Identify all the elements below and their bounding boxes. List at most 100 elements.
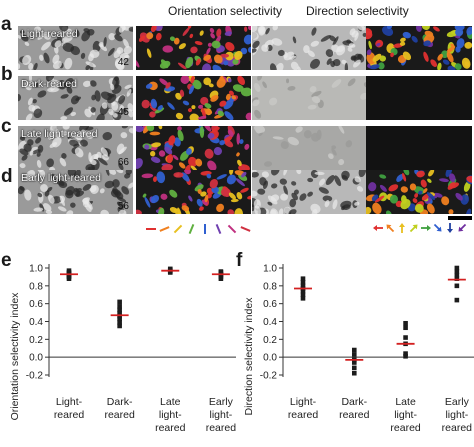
direction-index-chart: -0.2 0.0 0.2 0.4 0.6 0.8 1.0 Direction selectiv… — [243, 264, 474, 434]
raw-image-dark-reared: Dark-reared 45 — [18, 76, 133, 120]
sample-number: 56 — [117, 201, 129, 212]
orientation-key-bar — [188, 223, 195, 235]
y-tick-label: 0.2 — [263, 335, 277, 346]
y-tick-label: 0.0 — [263, 353, 277, 364]
category-label: Early — [209, 396, 234, 408]
y-tick-label: 0.0 — [29, 353, 43, 364]
data-point — [117, 320, 122, 325]
category-label: light- — [394, 409, 417, 421]
orientation-index-chart: -0.2 0.0 0.2 0.4 0.6 0.8 1.0 Orientation select… — [9, 264, 236, 434]
condition-label: Late light-reared — [21, 128, 98, 140]
category-label: reared — [442, 422, 473, 434]
category-label: Late — [395, 396, 416, 408]
direction-key-arrow — [421, 225, 431, 231]
data-point — [351, 352, 357, 357]
y-tick-label: -0.2 — [26, 371, 44, 382]
direction-key-arrow — [458, 223, 467, 232]
category-label: reared — [155, 422, 186, 434]
y-tick-label: 0.8 — [263, 281, 277, 292]
condition-label: Dark-reared — [21, 78, 78, 90]
direction-map-light-reared — [366, 26, 472, 70]
direction-key-arrow — [399, 223, 405, 233]
data-point — [403, 353, 408, 359]
data-point — [454, 272, 460, 278]
sample-number: 42 — [117, 57, 129, 68]
orientation-header: Orientation selectivity — [168, 4, 283, 18]
raw-image-late-light-reared-dir — [252, 126, 367, 170]
data-point — [300, 288, 306, 294]
category-label: reared — [390, 422, 421, 434]
data-point — [117, 299, 122, 305]
data-point — [351, 370, 357, 376]
data-point — [351, 360, 357, 365]
category-label: Light- — [290, 396, 317, 408]
y-axis-label: Direction selectivity index — [243, 297, 255, 416]
direction-key-arrow — [433, 223, 442, 232]
y-tick-label: 0.4 — [29, 317, 43, 328]
y-tick-label: 0.6 — [263, 299, 277, 310]
category-label: light- — [445, 409, 468, 421]
raw-image-light-reared-dir — [252, 26, 367, 70]
panel-label-b: b — [1, 64, 13, 85]
data-point — [66, 276, 72, 281]
sample-number: 66 — [117, 157, 129, 168]
orientation-key-bar — [173, 224, 183, 234]
data-point — [454, 265, 460, 271]
raw-image-dark-reared-dir — [252, 76, 367, 120]
direction-key-arrow — [386, 224, 395, 233]
orientation-key-bar — [215, 223, 222, 235]
data-point — [117, 316, 122, 322]
condition-label: Light-reared — [21, 28, 78, 40]
orientation-map-late-light-reared — [136, 126, 251, 170]
panel-label-d: d — [1, 166, 13, 187]
sample-number: 45 — [117, 107, 129, 118]
direction-key-arrow — [373, 225, 383, 231]
data-point — [403, 320, 408, 326]
raw-image-light-reared: Light-reared 42 — [18, 26, 133, 70]
orientation-key-bar — [159, 226, 170, 232]
data-point — [167, 270, 173, 275]
data-point — [403, 351, 408, 356]
category-label: Late — [160, 396, 181, 408]
category-label: reared — [288, 409, 319, 421]
scale-bar — [448, 216, 472, 220]
data-point — [454, 283, 460, 289]
data-point — [403, 335, 408, 340]
y-tick-label: 0.4 — [263, 317, 277, 328]
data-point — [454, 297, 460, 303]
category-label: Light- — [56, 396, 83, 408]
direction-map-early-light-reared — [366, 170, 472, 214]
direction-key-arrow — [409, 224, 418, 233]
y-axis-label: Orientation selectivity index — [9, 292, 21, 421]
category-label: Early — [445, 396, 470, 408]
y-tick-label: 1.0 — [263, 264, 277, 275]
direction-header: Direction selectivity — [306, 4, 409, 18]
y-tick-label: -0.2 — [260, 371, 278, 382]
category-label: reared — [339, 409, 370, 421]
orientation-key-bar — [227, 224, 237, 234]
orientation-key-bar — [240, 226, 251, 232]
direction-key-arrow — [447, 223, 453, 233]
data-point — [117, 307, 122, 313]
category-label: reared — [206, 422, 236, 434]
raw-image-late-light-reared: Late light-reared 66 — [18, 126, 133, 170]
panel-label-e: e — [1, 250, 12, 271]
data-point — [117, 323, 122, 329]
data-point — [300, 276, 306, 281]
condition-label: Early light-reared — [21, 172, 101, 184]
orientation-map-dark-reared — [136, 76, 251, 120]
category-label: reared — [104, 409, 135, 421]
orientation-color-key — [146, 223, 251, 235]
data-point — [300, 283, 306, 289]
category-label: Dark- — [341, 396, 367, 408]
category-label: light- — [210, 409, 233, 421]
data-point — [454, 269, 460, 274]
y-tick-label: 0.2 — [29, 335, 43, 346]
data-point — [351, 347, 357, 353]
y-tick-label: 0.8 — [29, 281, 43, 292]
data-point — [403, 325, 408, 331]
category-label: reared — [54, 409, 85, 421]
data-point — [300, 296, 306, 301]
data-point — [117, 304, 122, 309]
orientation-map-early-light-reared — [136, 170, 251, 214]
